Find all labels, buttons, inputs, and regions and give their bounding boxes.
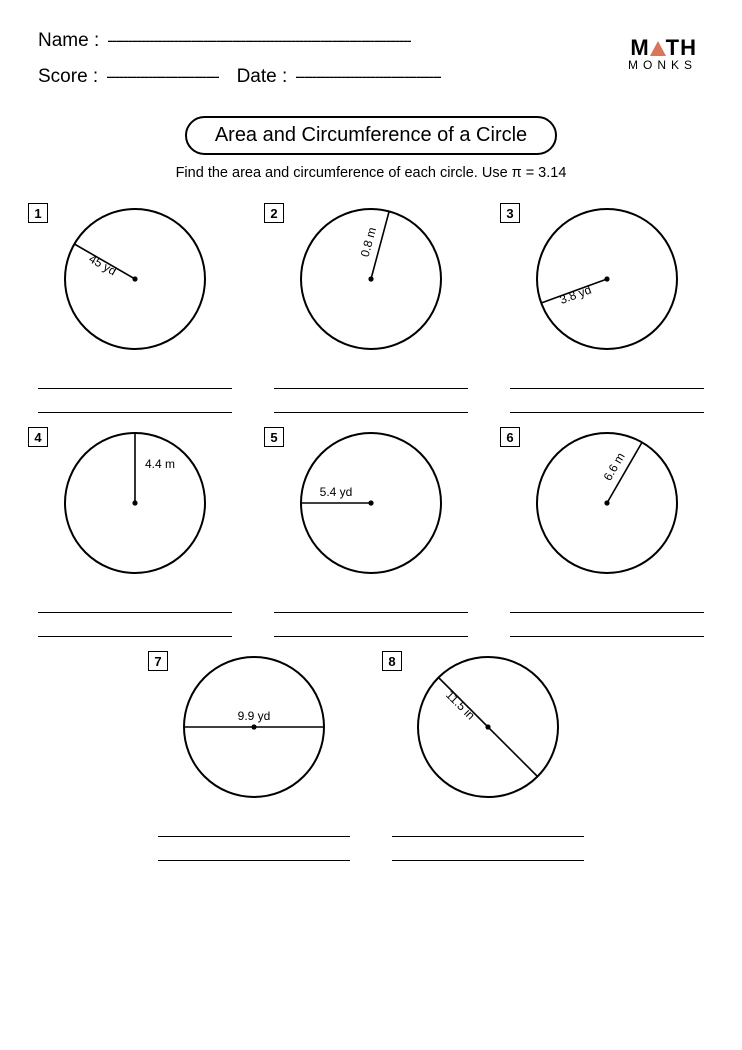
problem-cell: 1 45 yd xyxy=(20,203,250,417)
answer-line[interactable] xyxy=(158,847,350,861)
problem-number: 1 xyxy=(28,203,48,223)
problems-row2: 7 9.9 yd 8 11.5 in xyxy=(20,651,722,865)
name-field: Name : ---------------------------------… xyxy=(20,30,628,52)
circle-wrap: 45 yd xyxy=(28,203,242,365)
circle-wrap: 9.9 yd xyxy=(148,651,360,813)
triangle-icon xyxy=(650,41,666,56)
measure-label: 45 yd xyxy=(86,252,118,279)
problem-number: 5 xyxy=(264,427,284,447)
problem-number: 6 xyxy=(500,427,520,447)
answer-line[interactable] xyxy=(510,399,704,413)
problem-cell: 3 3.8 yd xyxy=(492,203,722,417)
problem-cell: 7 9.9 yd xyxy=(140,651,368,865)
problem-cell: 4 4.4 m xyxy=(20,427,250,641)
logo-sub: MONKS xyxy=(628,58,697,72)
circle-diagram: 45 yd xyxy=(61,205,209,353)
problem-number: 2 xyxy=(264,203,284,223)
answer-line[interactable] xyxy=(510,375,704,389)
score-blank[interactable]: --------------------------- xyxy=(106,67,218,87)
answer-line[interactable] xyxy=(38,375,232,389)
problem-cell: 2 0.8 m xyxy=(256,203,486,417)
answer-line[interactable] xyxy=(274,623,468,637)
problem-number: 7 xyxy=(148,651,168,671)
circle-diagram: 11.5 in xyxy=(414,653,562,801)
measure-label: 5.4 yd xyxy=(320,485,353,499)
answer-line[interactable] xyxy=(38,399,232,413)
score-date-row: Score : --------------------------- Date… xyxy=(20,66,628,88)
problem-number: 4 xyxy=(28,427,48,447)
circle-diagram: 3.8 yd xyxy=(533,205,681,353)
answer-line[interactable] xyxy=(274,599,468,613)
name-blank[interactable]: ----------------------------------------… xyxy=(107,31,411,51)
answer-line[interactable] xyxy=(392,823,584,837)
name-label: Name : xyxy=(38,30,99,52)
answer-line[interactable] xyxy=(274,375,468,389)
title-row: Area and Circumference of a Circle xyxy=(20,110,722,165)
measure-label: 6.6 m xyxy=(601,450,628,483)
circle-diagram: 6.6 m xyxy=(533,429,681,577)
date-blank[interactable]: ----------------------------------- xyxy=(295,67,441,87)
circle-wrap: 3.8 yd xyxy=(500,203,714,365)
score-label: Score : xyxy=(38,66,98,88)
answer-line[interactable] xyxy=(38,599,232,613)
problem-number: 3 xyxy=(500,203,520,223)
circle-diagram: 4.4 m xyxy=(61,429,209,577)
circle-diagram: 5.4 yd xyxy=(297,429,445,577)
measure-label: 11.5 in xyxy=(443,688,478,723)
worksheet-title: Area and Circumference of a Circle xyxy=(185,116,557,155)
logo-th: TH xyxy=(666,35,697,60)
circle-wrap: 11.5 in xyxy=(382,651,594,813)
answer-line[interactable] xyxy=(510,599,704,613)
measure-label: 3.8 yd xyxy=(558,283,594,307)
logo-m: M xyxy=(630,35,649,60)
answer-line[interactable] xyxy=(38,623,232,637)
fields: Name : ---------------------------------… xyxy=(20,30,628,102)
problem-cell: 5 5.4 yd xyxy=(256,427,486,641)
answer-line[interactable] xyxy=(274,399,468,413)
problem-cell: 6 6.6 m xyxy=(492,427,722,641)
answer-line[interactable] xyxy=(392,847,584,861)
date-label: Date : xyxy=(237,66,288,88)
circle-diagram: 9.9 yd xyxy=(180,653,328,801)
circle-wrap: 6.6 m xyxy=(500,427,714,589)
instruction: Find the area and circumference of each … xyxy=(20,165,722,181)
problem-cell: 8 11.5 in xyxy=(374,651,602,865)
problem-number: 8 xyxy=(382,651,402,671)
problems-grid: 1 45 yd 2 0.8 m 3 3.8 yd 4 4.4 m xyxy=(20,203,722,641)
header: Name : ---------------------------------… xyxy=(20,30,722,102)
measure-label: 9.9 yd xyxy=(238,709,271,723)
answer-line[interactable] xyxy=(158,823,350,837)
circle-wrap: 4.4 m xyxy=(28,427,242,589)
logo: M TH MONKS xyxy=(628,30,722,72)
answer-line[interactable] xyxy=(510,623,704,637)
circle-diagram: 0.8 m xyxy=(297,205,445,353)
measure-label: 0.8 m xyxy=(358,226,379,259)
circle-wrap: 0.8 m xyxy=(264,203,478,365)
measure-label: 4.4 m xyxy=(145,457,175,471)
circle-wrap: 5.4 yd xyxy=(264,427,478,589)
